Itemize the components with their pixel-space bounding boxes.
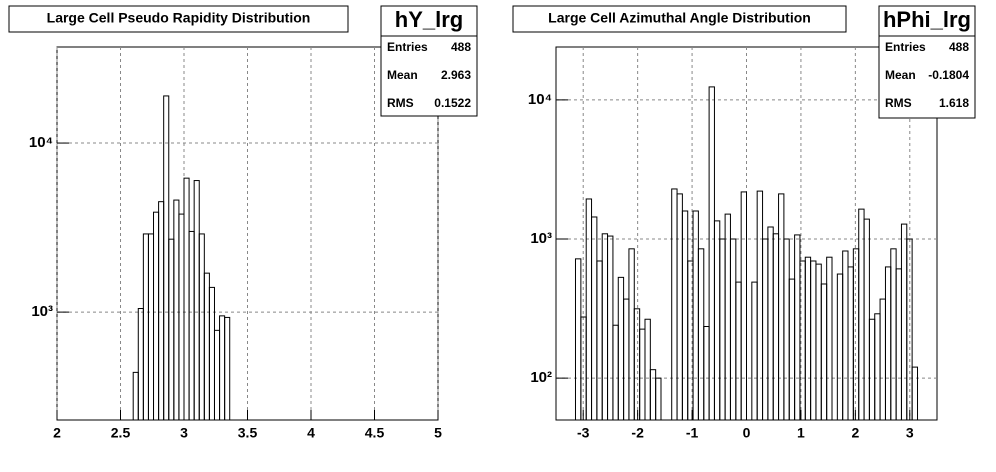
stats-label: Entries: [885, 40, 926, 54]
stats-label: Mean: [885, 68, 916, 82]
bar: [655, 377, 662, 420]
bar: [826, 256, 833, 420]
stats-label: RMS: [885, 96, 912, 110]
title-box: [512, 5, 847, 33]
bar: [740, 191, 748, 420]
stats-label: Mean: [387, 68, 418, 82]
x-tick-label: 2: [53, 425, 61, 441]
x-tick-label: 4.5: [365, 425, 385, 441]
chart-title: Large Cell Pseudo Rapidity Distribution: [47, 10, 311, 26]
x-tick-label: 3: [180, 425, 188, 441]
stats-name: hPhi_lrg: [883, 7, 971, 32]
histogram-bars: [574, 86, 919, 420]
stats-value: 2.963: [441, 68, 471, 82]
y-tick-label: 10⁴: [528, 91, 552, 108]
y-tick-label: 10²: [530, 369, 552, 386]
stats-label: Entries: [387, 40, 428, 54]
stats-value: 0.1522: [434, 96, 471, 110]
y-tick-label: 10⁴: [29, 134, 53, 151]
x-tick-label: 3: [906, 425, 914, 441]
title-box: [8, 5, 349, 33]
x-tick-label: 3.5: [238, 425, 258, 441]
x-tick-label: 0: [743, 425, 751, 441]
x-tick-label: 1: [797, 425, 805, 441]
x-tick-label: 5: [434, 425, 442, 441]
stats-value: 1.618: [939, 96, 969, 110]
x-tick-label: -1: [686, 425, 699, 441]
y-tick-label: 10³: [530, 230, 552, 247]
x-tick-label: -3: [577, 425, 590, 441]
bar: [224, 316, 231, 420]
plot: 2 2.5 3 3.5 4 4.5 5 10³ 10⁴: [29, 46, 442, 441]
stats-value: -0.1804: [928, 68, 969, 82]
stats-box: [878, 5, 976, 119]
x-tick-label: 4: [307, 425, 315, 441]
bar: [906, 238, 913, 420]
stats-box: [380, 5, 478, 117]
histogram-bars: [132, 95, 231, 420]
x-tick-label: 2.5: [111, 425, 131, 441]
bar: [911, 366, 919, 420]
y-tick-label: 10³: [31, 303, 53, 320]
stats-label: RMS: [387, 96, 414, 110]
x-tick-label: 2: [851, 425, 859, 441]
plot: -3 -2 -1 0 1 2 3 10² 10³ 10⁴: [528, 46, 938, 441]
x-tick-label: -2: [631, 425, 644, 441]
stats-name: hY_lrg: [395, 7, 463, 32]
stats-value: 488: [451, 40, 471, 54]
stats-value: 488: [949, 40, 969, 54]
chart-title: Large Cell Azimuthal Angle Distribution: [548, 10, 811, 26]
